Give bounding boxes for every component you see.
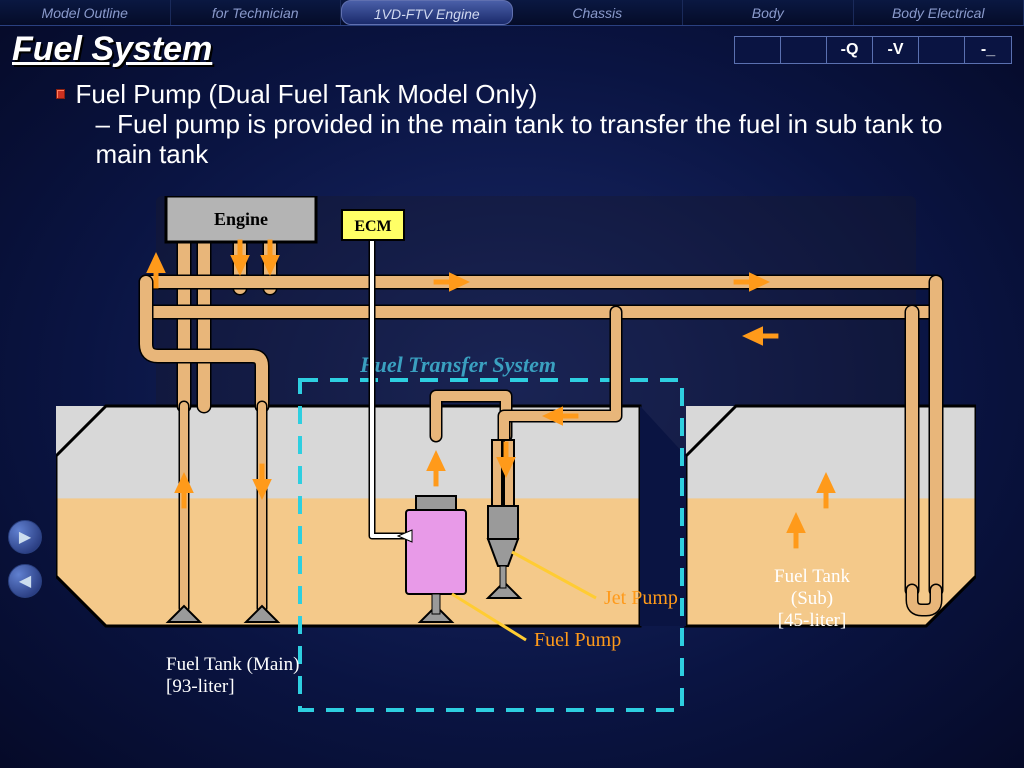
top-tabs: Model Outline for Technician 1VD-FTV Eng… — [0, 0, 1024, 26]
title-row: Fuel System -Q -V -_ — [0, 26, 1024, 69]
svg-text:Fuel Tank (Main): Fuel Tank (Main) — [166, 654, 299, 675]
bullet-sub: – Fuel pump is provided in the main tank… — [95, 109, 998, 169]
variant-1 — [781, 37, 827, 63]
svg-text:Fuel Tank: Fuel Tank — [774, 566, 850, 587]
svg-text:Fuel Transfer System: Fuel Transfer System — [359, 352, 556, 377]
bullet-heading: Fuel Pump (Dual Fuel Tank Model Only) — [75, 79, 998, 109]
variant-5: -_ — [965, 37, 1011, 63]
page-title: Fuel System — [12, 30, 734, 69]
nav-next-button[interactable]: ▶ — [8, 520, 42, 554]
fuel-system-diagram: Fuel Transfer System Engine ECM Jet Pump Fue… — [56, 196, 976, 736]
tab-for-technician[interactable]: for Technician — [171, 0, 342, 25]
svg-text:ECM: ECM — [354, 218, 391, 235]
bullet-icon — [56, 89, 65, 99]
svg-text:[93-liter]: [93-liter] — [166, 676, 235, 697]
svg-text:Jet Pump: Jet Pump — [604, 587, 678, 609]
variant-4 — [919, 37, 965, 63]
tab-body[interactable]: Body — [683, 0, 854, 25]
variant-3: -V — [873, 37, 919, 63]
svg-text:(Sub): (Sub) — [791, 588, 833, 609]
tab-model-outline[interactable]: Model Outline — [0, 0, 171, 25]
svg-text:Engine: Engine — [214, 209, 268, 229]
svg-text:[45-liter]: [45-liter] — [778, 610, 847, 631]
content: Fuel Pump (Dual Fuel Tank Model Only) – … — [0, 69, 1024, 169]
svg-text:Fuel Pump: Fuel Pump — [534, 629, 621, 651]
tab-engine[interactable]: 1VD-FTV Engine — [341, 0, 513, 25]
variant-2: -Q — [827, 37, 873, 63]
nav-arrows: ▶ ◀ — [8, 520, 42, 608]
tab-chassis[interactable]: Chassis — [513, 0, 684, 25]
variant-boxes: -Q -V -_ — [734, 36, 1012, 64]
nav-prev-button[interactable]: ◀ — [8, 564, 42, 598]
tab-body-electrical[interactable]: Body Electrical — [854, 0, 1024, 25]
variant-0 — [735, 37, 781, 63]
